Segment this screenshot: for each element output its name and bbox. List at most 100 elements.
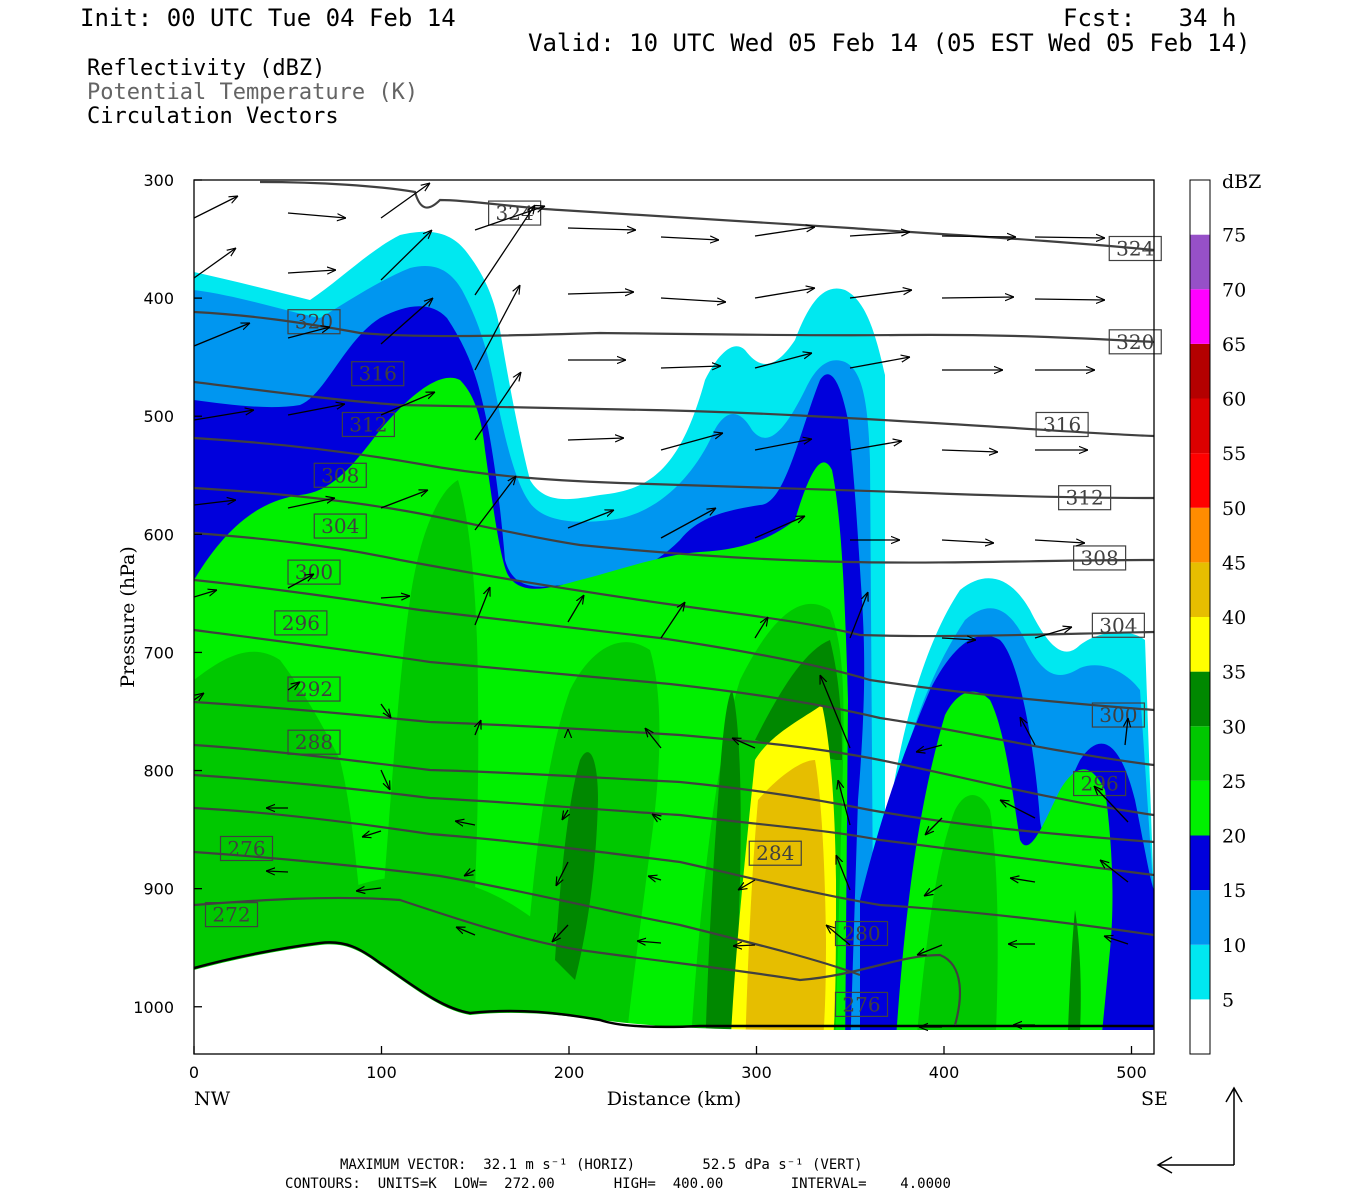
colorbar-level-label: 25 xyxy=(1222,771,1246,793)
vector xyxy=(552,924,569,942)
vector xyxy=(1034,237,1105,238)
vector xyxy=(474,476,516,531)
theta-label: 308 xyxy=(1081,546,1119,570)
colorbar-level-label: 40 xyxy=(1222,607,1246,629)
theta-contour-280 xyxy=(194,806,1154,937)
vector xyxy=(917,944,943,956)
vector xyxy=(380,769,390,790)
vector xyxy=(567,595,584,623)
vector xyxy=(456,927,476,936)
vector xyxy=(1094,786,1129,823)
colorbar-level-label: 5 xyxy=(1222,989,1234,1011)
vector xyxy=(287,212,346,218)
vector xyxy=(1034,540,1085,543)
theta-label: 316 xyxy=(1043,412,1081,436)
theta-label-box xyxy=(274,610,328,636)
vector xyxy=(916,744,943,752)
reference-horizontal-arrow-head xyxy=(1156,1156,1173,1174)
x-tick-label: 300 xyxy=(741,1063,772,1082)
theta-contours xyxy=(194,180,1154,1026)
theta-label-box xyxy=(313,462,367,488)
theta-contour-276 xyxy=(194,850,861,977)
theta-contour-296 xyxy=(194,628,1154,767)
vector xyxy=(732,738,756,749)
theta-label: 312 xyxy=(349,412,387,436)
reference-vector-arrows xyxy=(1156,1086,1243,1174)
theta-contour-288 xyxy=(194,743,1154,844)
vector xyxy=(567,228,636,230)
vector xyxy=(941,638,976,640)
colorbar-level-label: 45 xyxy=(1222,552,1246,574)
theta-label-box xyxy=(1091,702,1145,728)
colorbar-swatch xyxy=(1190,999,1210,1054)
colorbar-swatch xyxy=(1190,835,1210,891)
theta-label: 296 xyxy=(282,611,320,635)
vector xyxy=(645,728,662,749)
theta-contour-284 xyxy=(194,773,1154,877)
colorbar-level-label: 70 xyxy=(1222,279,1246,301)
theta-label: 292 xyxy=(295,677,333,701)
theta-label-box xyxy=(313,513,367,539)
vector xyxy=(1010,878,1036,882)
reflectivity-field xyxy=(194,231,1154,1054)
terrain-mask xyxy=(194,944,1154,1054)
vector xyxy=(754,439,812,451)
vector xyxy=(380,392,435,416)
vector xyxy=(660,366,721,368)
vector xyxy=(362,830,382,837)
theta-contour-272 xyxy=(194,896,962,1026)
vector xyxy=(474,372,521,441)
vector xyxy=(1100,860,1129,883)
colorbar-level-label: 15 xyxy=(1222,880,1246,902)
colorbar-level-label: 60 xyxy=(1222,389,1246,411)
x-tick-label: 200 xyxy=(554,1063,585,1082)
vector xyxy=(660,237,719,240)
vector xyxy=(194,322,250,347)
plot-frame xyxy=(193,179,1155,1055)
theta-label-box xyxy=(488,200,542,226)
vector xyxy=(287,270,336,273)
vector xyxy=(287,574,314,589)
y-tick-label: 1000 xyxy=(133,998,174,1017)
colorbar-level-label: 65 xyxy=(1222,334,1246,356)
vector xyxy=(455,821,476,825)
vector xyxy=(1104,936,1129,945)
y-tick-label: 600 xyxy=(143,525,174,544)
vector xyxy=(733,945,756,946)
vector xyxy=(475,720,482,736)
vector xyxy=(660,298,726,302)
vector xyxy=(754,353,812,369)
vector xyxy=(941,540,994,543)
colorbar-swatch xyxy=(1190,890,1210,945)
vector xyxy=(925,817,943,835)
vector xyxy=(754,516,805,539)
vector xyxy=(1125,718,1128,746)
vector xyxy=(660,508,716,539)
theta-label: 312 xyxy=(1066,486,1104,510)
theta-label: 308 xyxy=(321,463,359,487)
theta-contour-308 xyxy=(194,486,1154,564)
vector xyxy=(1020,717,1036,746)
vector xyxy=(849,592,868,639)
vector xyxy=(380,230,432,281)
vector xyxy=(194,693,204,700)
vector xyxy=(849,290,912,299)
theta-label-box xyxy=(204,902,259,928)
vector xyxy=(474,587,490,626)
colorbar-swatch xyxy=(1190,726,1210,781)
legend-circulation-vectors: Circulation Vectors xyxy=(87,104,339,129)
vector xyxy=(556,861,569,886)
theta-label-box xyxy=(1073,770,1127,797)
vector xyxy=(660,433,723,451)
x-axis-label: Distance (km) xyxy=(607,1088,742,1110)
vector xyxy=(1000,800,1036,819)
colorbar-level-label: 35 xyxy=(1222,662,1246,684)
reference-vertical-arrow-head xyxy=(1225,1086,1243,1103)
vector xyxy=(266,871,289,872)
colorbar-swatch xyxy=(1190,398,1210,454)
y-axis: 300 400 500 600 700 800 900 1000 xyxy=(133,171,202,1017)
vector xyxy=(562,809,568,820)
vector xyxy=(849,357,910,369)
x-tick-label: 400 xyxy=(929,1063,960,1082)
y-tick-label: 500 xyxy=(143,407,174,426)
